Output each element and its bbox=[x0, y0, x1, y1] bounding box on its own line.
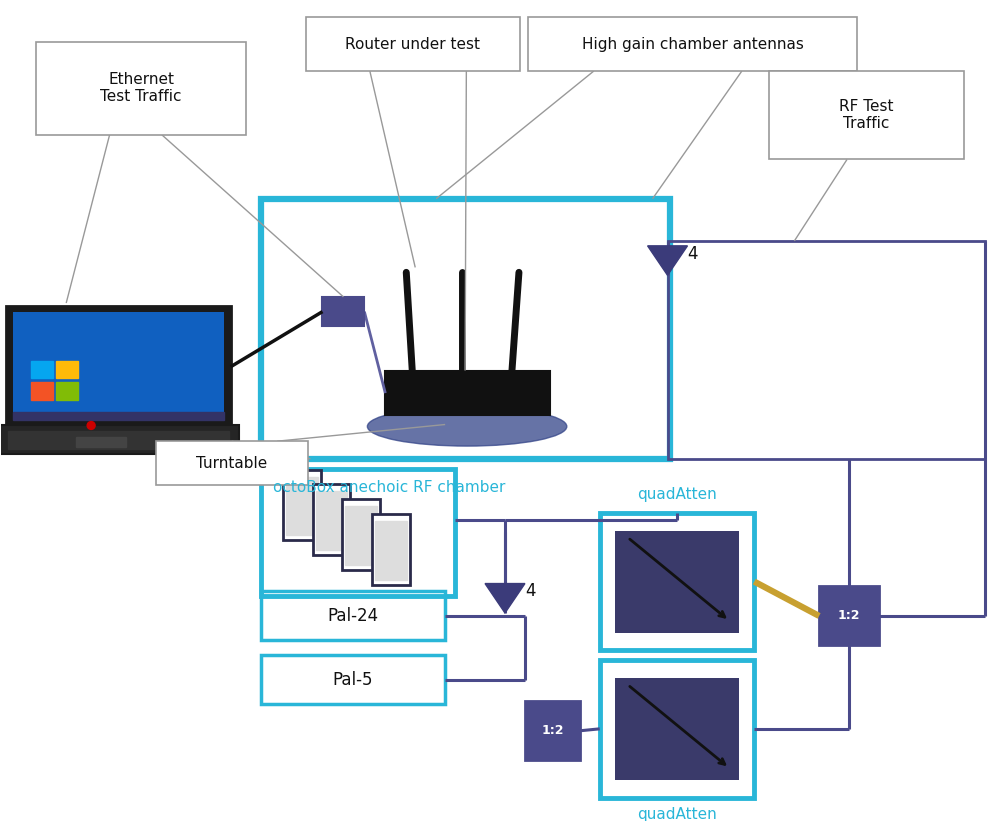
FancyBboxPatch shape bbox=[36, 42, 246, 135]
FancyBboxPatch shape bbox=[615, 678, 739, 780]
Bar bbox=[375, 521, 407, 580]
FancyBboxPatch shape bbox=[6, 306, 231, 428]
Text: quadAtten: quadAtten bbox=[637, 487, 717, 502]
Text: Pal-24: Pal-24 bbox=[327, 607, 378, 625]
FancyBboxPatch shape bbox=[283, 470, 321, 540]
Text: 1:2: 1:2 bbox=[838, 609, 860, 622]
FancyBboxPatch shape bbox=[372, 514, 410, 585]
FancyBboxPatch shape bbox=[528, 17, 857, 71]
Text: Router under test: Router under test bbox=[345, 37, 480, 52]
FancyBboxPatch shape bbox=[385, 370, 550, 415]
FancyBboxPatch shape bbox=[615, 530, 739, 633]
Bar bbox=[56, 360, 78, 378]
FancyBboxPatch shape bbox=[819, 586, 879, 645]
Text: 4: 4 bbox=[525, 582, 535, 600]
Ellipse shape bbox=[367, 407, 567, 446]
FancyBboxPatch shape bbox=[342, 499, 380, 570]
Text: Ethernet
Test Traffic: Ethernet Test Traffic bbox=[100, 72, 182, 104]
Text: RF Test
Traffic: RF Test Traffic bbox=[839, 99, 894, 131]
Text: octoBox anechoic RF chamber: octoBox anechoic RF chamber bbox=[273, 480, 505, 495]
FancyBboxPatch shape bbox=[0, 424, 239, 454]
Bar bbox=[286, 476, 318, 535]
Bar bbox=[31, 383, 53, 400]
FancyBboxPatch shape bbox=[525, 701, 580, 760]
Circle shape bbox=[87, 421, 95, 429]
Bar bbox=[76, 438, 126, 447]
Bar bbox=[8, 431, 229, 449]
Text: High gain chamber antennas: High gain chamber antennas bbox=[582, 37, 803, 52]
FancyBboxPatch shape bbox=[322, 297, 364, 326]
Text: Turntable: Turntable bbox=[196, 456, 267, 470]
Bar bbox=[56, 383, 78, 400]
FancyBboxPatch shape bbox=[156, 441, 308, 485]
Bar bbox=[31, 360, 53, 378]
Polygon shape bbox=[485, 584, 525, 613]
Text: 4: 4 bbox=[687, 245, 698, 263]
Polygon shape bbox=[648, 245, 687, 275]
Text: Pal-5: Pal-5 bbox=[333, 671, 373, 689]
FancyBboxPatch shape bbox=[13, 312, 224, 420]
Text: quadAtten: quadAtten bbox=[637, 807, 717, 821]
Text: 1:2: 1:2 bbox=[541, 724, 564, 737]
Bar bbox=[345, 506, 377, 565]
Bar bbox=[13, 412, 224, 420]
FancyBboxPatch shape bbox=[313, 484, 350, 555]
Bar bbox=[316, 491, 347, 550]
FancyBboxPatch shape bbox=[306, 17, 520, 71]
FancyBboxPatch shape bbox=[769, 71, 964, 159]
